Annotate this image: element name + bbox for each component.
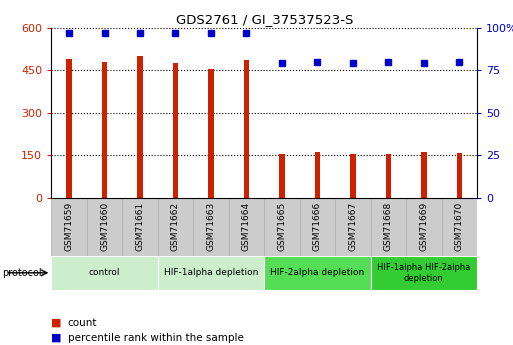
Text: GSM71668: GSM71668 <box>384 202 393 252</box>
Bar <box>406 198 442 256</box>
Bar <box>51 198 87 256</box>
Bar <box>370 256 477 290</box>
Text: GSM71670: GSM71670 <box>455 202 464 252</box>
Text: HIF-1alpha HIF-2alpha
depletion: HIF-1alpha HIF-2alpha depletion <box>377 263 470 283</box>
Bar <box>264 256 370 290</box>
Text: count: count <box>68 318 97 327</box>
Text: control: control <box>89 268 120 277</box>
Text: GSM71666: GSM71666 <box>313 202 322 252</box>
Text: GSM71665: GSM71665 <box>278 202 286 252</box>
Bar <box>87 198 122 256</box>
Text: ■: ■ <box>51 318 62 327</box>
Bar <box>264 198 300 256</box>
Text: percentile rank within the sample: percentile rank within the sample <box>68 333 244 343</box>
Text: protocol: protocol <box>3 268 42 278</box>
Bar <box>315 152 320 198</box>
Title: GDS2761 / GI_37537523-S: GDS2761 / GI_37537523-S <box>175 13 353 27</box>
Text: ■: ■ <box>51 333 62 343</box>
Bar <box>229 198 264 256</box>
Text: GSM71661: GSM71661 <box>135 202 145 252</box>
Text: GSM71669: GSM71669 <box>419 202 428 252</box>
Bar <box>421 152 426 198</box>
Text: GSM71667: GSM71667 <box>348 202 358 252</box>
Text: HIF-2alpha depletion: HIF-2alpha depletion <box>270 268 365 277</box>
Text: GSM71659: GSM71659 <box>65 202 73 252</box>
Bar <box>335 198 370 256</box>
Bar <box>51 256 158 290</box>
Bar <box>442 198 477 256</box>
Bar <box>66 59 72 198</box>
Bar <box>173 63 178 198</box>
Bar <box>370 198 406 256</box>
Bar <box>208 69 213 198</box>
Text: GSM71660: GSM71660 <box>100 202 109 252</box>
Bar <box>300 198 335 256</box>
Bar <box>158 256 264 290</box>
Bar <box>279 154 285 198</box>
Bar <box>193 198 229 256</box>
Bar <box>102 62 107 198</box>
Text: GSM71663: GSM71663 <box>206 202 215 252</box>
Bar <box>137 56 143 198</box>
Bar <box>457 153 462 198</box>
Bar <box>122 198 158 256</box>
Bar <box>158 198 193 256</box>
Text: GSM71662: GSM71662 <box>171 202 180 251</box>
Bar <box>350 154 356 198</box>
Text: HIF-1alpha depletion: HIF-1alpha depletion <box>164 268 258 277</box>
Bar <box>244 60 249 198</box>
Bar <box>386 155 391 198</box>
Text: GSM71664: GSM71664 <box>242 202 251 251</box>
